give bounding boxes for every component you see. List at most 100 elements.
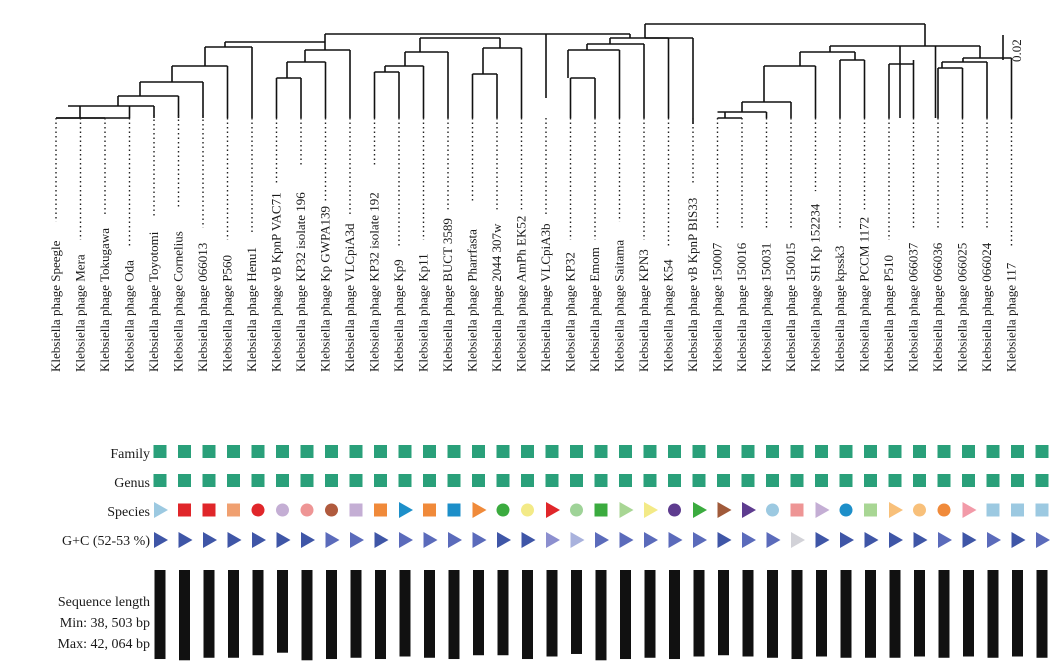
phage-label: Klebsiella phage Kp9 [391,259,406,372]
genus-marker [790,474,804,487]
species-marker [1035,503,1049,517]
family-marker [276,445,289,458]
phage-label: Klebsiella phage vB KpnP VAC71 [269,192,284,372]
phage-label: Klebsiella phage P510 [881,255,896,372]
species-marker [717,502,732,518]
phage-label: Klebsiella phage VLCpiA3d [342,223,357,372]
family-marker [717,445,730,458]
gc-marker [913,532,928,548]
sequence-length-bar [375,570,386,660]
family-marker [227,445,240,458]
species-marker [619,502,634,518]
gc-marker [1036,532,1050,548]
sequence-length-bar [865,570,876,658]
species-marker [644,502,658,518]
phage-label: Klebsiella phage Emom [587,247,602,372]
row-label-sequence-length: Sequence length [58,595,150,610]
gc-marker [864,532,879,548]
sequence-length-bar [644,570,656,658]
gc-marker [1011,532,1026,548]
gc-marker [497,532,511,548]
genus-marker [521,474,534,487]
genus-marker [668,474,681,487]
scale-bar-label: 0.02 [1009,39,1024,62]
phage-label: Klebsiella phage vB KpnP BIS33 [685,198,700,372]
gc-marker [644,532,658,548]
phage-label: Klebsiella phage BUCT 3589 [440,218,455,372]
genus-marker [570,474,583,487]
genus-marker [472,474,485,487]
genus-marker [913,474,926,487]
gc-marker [987,532,1001,548]
sequence-length-bar [816,570,827,657]
gc-marker [938,532,952,548]
family-marker [766,445,779,458]
family-marker [202,445,216,458]
family-marker [423,445,436,458]
sequence-length-bar [473,570,484,656]
species-marker [202,503,216,517]
gc-marker [546,532,560,548]
species-marker [766,503,779,517]
sequence-length-bar [522,570,533,660]
sequence-length-bar [252,570,264,656]
sequence-length-bar [203,570,215,658]
sequence-length-bar [840,570,852,658]
gc-marker [178,532,193,548]
species-marker [546,502,560,518]
genus-marker [202,474,216,487]
species-marker [790,503,804,517]
phage-label: Klebsiella phage 117 [1004,262,1019,372]
tree-leaf-dotted-lines [55,115,1013,246]
genus-marker [1035,474,1049,487]
gc-marker [742,532,756,548]
sequence-length-bar [301,570,313,661]
gc-marker [717,532,732,548]
gc-marker [203,532,217,548]
family-marker [398,445,412,458]
genus-marker [251,474,265,487]
genus-marker [398,474,412,487]
genus-marker [1011,474,1024,487]
row-label-species: Species [107,505,150,520]
genus-marker [766,474,779,487]
phage-label: Klebsiella phage 066013 [195,243,210,372]
genus-marker [937,474,951,487]
gc-marker [252,532,266,548]
species-marker [496,503,510,517]
family-marker [325,445,338,458]
sequence-length-bar [889,570,901,658]
family-marker [594,445,608,458]
family-marker [1011,445,1024,458]
family-marker [1035,445,1049,458]
gc-marker [374,532,389,548]
species-marker [227,503,240,517]
family-marker [300,445,314,458]
gc-marker [301,532,315,548]
genus-marker [374,474,387,487]
family-marker [570,445,583,458]
sequence-length-bar [693,570,705,657]
sequence-length-bar [595,570,607,661]
gc-row [154,532,1050,548]
phage-label: Klebsiella phage 066024 [979,242,994,372]
sequence-length-bar [179,570,190,661]
family-marker [643,445,657,458]
species-marker [472,502,487,518]
genus-row [153,474,1049,487]
phage-label: Klebsiella phage Oda [122,260,137,372]
sequence-length-bar [620,570,631,660]
genus-marker [864,474,877,487]
genus-marker [986,474,1000,487]
sequence-length-bar [350,570,362,658]
species-marker [276,503,289,517]
gc-marker [791,532,805,548]
phage-label: Klebsiella phage 150016 [734,242,749,372]
gc-marker [668,532,683,548]
phage-label: Klebsiella phage Cornelius [171,231,186,372]
species-marker [178,503,191,517]
sequence-length-row [154,570,1048,661]
family-marker [888,445,902,458]
gc-marker [766,532,781,548]
species-marker [864,503,877,517]
